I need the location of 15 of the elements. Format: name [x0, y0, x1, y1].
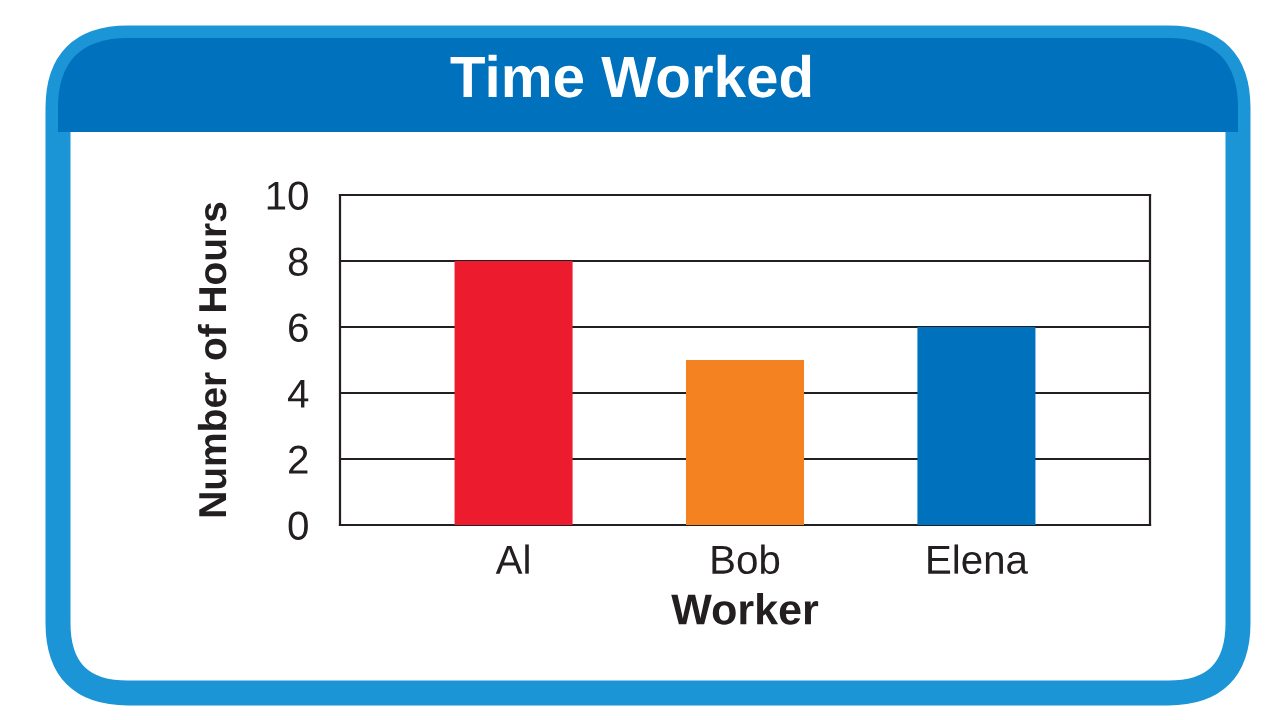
y-tick-label: 2	[289, 445, 308, 474]
bar	[685, 360, 805, 525]
y-tick-label: 8	[288, 247, 308, 276]
x-tick-label: Al	[495, 544, 529, 574]
y-tick-label: 10	[267, 181, 308, 210]
y-tick-label: 0	[288, 511, 308, 540]
y-tick-label: 4	[287, 379, 309, 408]
bar	[917, 327, 1036, 525]
x-axis-title: Worker	[671, 593, 819, 625]
x-tick-label: Elena	[928, 544, 1028, 575]
bar	[454, 261, 573, 525]
chart-title: Time Worked	[450, 54, 811, 98]
y-tick-label: 6	[289, 313, 308, 342]
x-tick-label: Bob	[712, 544, 780, 575]
y-axis-title: Number of Hours	[197, 202, 227, 517]
